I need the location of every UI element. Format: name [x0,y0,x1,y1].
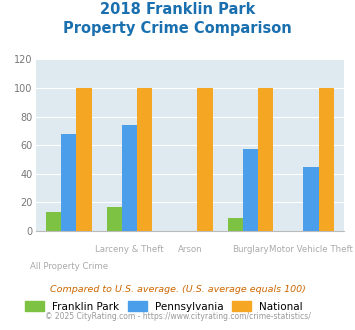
Bar [243,149,258,231]
Text: Compared to U.S. average. (U.S. average equals 100): Compared to U.S. average. (U.S. average … [50,285,305,294]
Bar [197,88,213,231]
Bar [106,207,122,231]
Bar [46,213,61,231]
Text: © 2025 CityRating.com - https://www.cityrating.com/crime-statistics/: © 2025 CityRating.com - https://www.city… [45,312,310,321]
Bar [76,88,92,231]
Text: All Property Crime: All Property Crime [30,262,108,271]
Text: Larceny & Theft: Larceny & Theft [95,245,164,254]
Text: 2018 Franklin Park: 2018 Franklin Park [100,2,255,16]
Bar [319,88,334,231]
Bar [228,218,243,231]
Text: Burglary: Burglary [232,245,269,254]
Bar [137,88,152,231]
Bar [61,134,76,231]
Bar [304,167,319,231]
Text: Motor Vehicle Theft: Motor Vehicle Theft [269,245,353,254]
Bar [258,88,273,231]
Text: Arson: Arson [178,245,202,254]
Text: Property Crime Comparison: Property Crime Comparison [63,21,292,36]
Bar [122,125,137,231]
Legend: Franklin Park, Pennsylvania, National: Franklin Park, Pennsylvania, National [25,301,302,312]
